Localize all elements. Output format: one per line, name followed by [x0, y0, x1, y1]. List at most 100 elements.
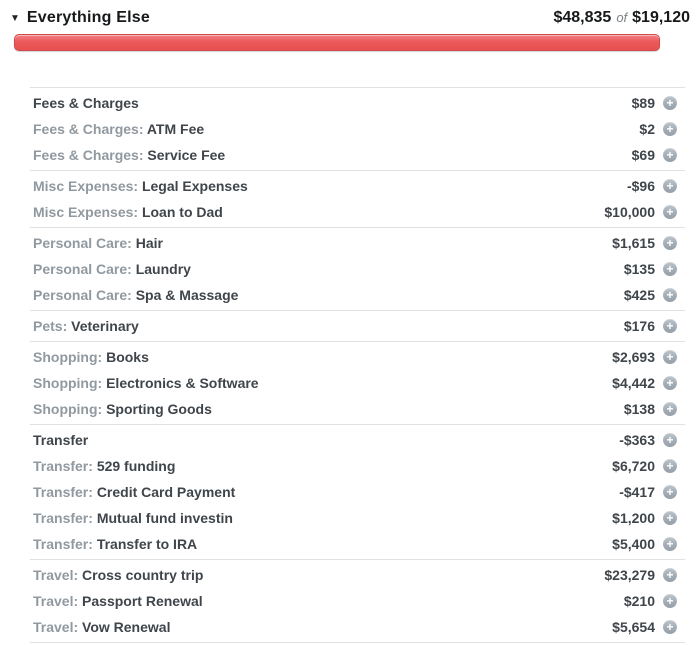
- add-budget-button[interactable]: +: [663, 262, 677, 276]
- budget-progress-track: [14, 34, 660, 51]
- plus-icon: +: [666, 318, 674, 333]
- add-budget-button[interactable]: +: [663, 96, 677, 110]
- budget-row[interactable]: Transfer: 529 funding $6,720 +: [30, 453, 685, 479]
- row-category-prefix: Personal Care:: [33, 235, 132, 251]
- collapse-toggle[interactable]: ▼ Everything Else: [10, 9, 150, 27]
- budget-row[interactable]: Transfer: Mutual fund investin $1,200 +: [30, 505, 685, 531]
- row-amount: $176: [623, 318, 655, 334]
- budget-row[interactable]: Fees & Charges: Service Fee $69 +: [30, 142, 685, 168]
- add-budget-button[interactable]: +: [663, 459, 677, 473]
- budget-row[interactable]: Transfer -$363 +: [30, 427, 685, 453]
- plus-icon: +: [666, 484, 674, 499]
- row-label: Transfer: Credit Card Payment: [30, 484, 619, 500]
- row-category-prefix: Misc Expenses:: [33, 204, 139, 220]
- add-budget-button[interactable]: +: [663, 402, 677, 416]
- budget-row[interactable]: Misc Expenses: Legal Expenses -$96 +: [30, 173, 685, 199]
- add-budget-button[interactable]: +: [663, 433, 677, 447]
- budget-group: Personal Care: Hair $1,615 + Personal Car…: [30, 227, 685, 310]
- plus-icon: +: [666, 147, 674, 162]
- budget-row[interactable]: Shopping: Books $2,693 +: [30, 344, 685, 370]
- plus-icon: +: [666, 567, 674, 582]
- plus-icon: +: [666, 375, 674, 390]
- budget-row[interactable]: Fees & Charges: ATM Fee $2 +: [30, 116, 685, 142]
- row-label: Misc Expenses: Legal Expenses: [30, 178, 627, 194]
- row-category-prefix: Transfer:: [33, 458, 93, 474]
- budget-amount: $19,120: [632, 9, 690, 26]
- row-category-prefix: Personal Care:: [33, 261, 132, 277]
- add-budget-button[interactable]: +: [663, 485, 677, 499]
- row-label: Shopping: Books: [30, 349, 612, 365]
- row-category-name: Credit Card Payment: [96, 484, 236, 500]
- row-category-name: Spa & Massage: [135, 287, 239, 303]
- row-label: Fees & Charges: Service Fee: [30, 147, 632, 163]
- triangle-down-icon: ▼: [10, 13, 20, 24]
- budget-row[interactable]: Travel: Cross country trip $23,279 +: [30, 562, 685, 588]
- row-amount: $5,400: [612, 536, 655, 552]
- row-category-name: Veterinary: [71, 318, 139, 334]
- row-amount: $89: [631, 95, 655, 111]
- budget-group: Misc Expenses: Legal Expenses -$96 + Misc…: [30, 170, 685, 227]
- add-budget-button[interactable]: +: [663, 179, 677, 193]
- plus-icon: +: [666, 619, 674, 634]
- row-label: Personal Care: Laundry: [30, 261, 624, 277]
- row-amount: $2: [639, 121, 655, 137]
- plus-icon: +: [666, 510, 674, 525]
- add-budget-button[interactable]: +: [663, 205, 677, 219]
- row-label: Travel: Cross country trip: [30, 567, 604, 583]
- budget-row[interactable]: Fees & Charges $89 +: [30, 90, 685, 116]
- row-category-name: Electronics & Software: [106, 375, 259, 391]
- row-amount: $23,279: [604, 567, 655, 583]
- row-category-name: Transfer to IRA: [96, 536, 198, 552]
- budget-row[interactable]: Shopping: Sporting Goods $138 +: [30, 396, 685, 422]
- budget-row[interactable]: Personal Care: Hair $1,615 +: [30, 230, 685, 256]
- add-budget-button[interactable]: +: [663, 620, 677, 634]
- budget-row[interactable]: Shopping: Electronics & Software $4,442 +: [30, 370, 685, 396]
- budget-group: Transfer -$363 + Transfer: 529 funding $6…: [30, 424, 685, 559]
- row-amount: $138: [623, 401, 655, 417]
- plus-icon: +: [666, 178, 674, 193]
- row-category-prefix: Travel:: [33, 567, 79, 583]
- add-budget-button[interactable]: +: [663, 148, 677, 162]
- budget-row[interactable]: Personal Care: Laundry $135 +: [30, 256, 685, 282]
- add-budget-button[interactable]: +: [663, 511, 677, 525]
- group-title: Everything Else: [26, 9, 150, 26]
- row-category-name: Transfer: [33, 432, 89, 448]
- add-budget-button[interactable]: +: [663, 568, 677, 582]
- budget-row[interactable]: Travel: Passport Renewal $210 +: [30, 588, 685, 614]
- row-amount: $210: [623, 593, 655, 609]
- row-amount: -$96: [626, 178, 655, 194]
- add-budget-button[interactable]: +: [663, 288, 677, 302]
- budget-row[interactable]: Transfer: Transfer to IRA $5,400 +: [30, 531, 685, 557]
- budget-group-header: ▼ Everything Else $48,835 of $19,120: [0, 0, 700, 27]
- row-category-prefix: Shopping:: [33, 375, 103, 391]
- add-budget-button[interactable]: +: [663, 594, 677, 608]
- row-amount: -$363: [619, 432, 655, 448]
- row-category-name: Passport Renewal: [82, 593, 203, 609]
- plus-icon: +: [666, 121, 674, 136]
- row-category-prefix: Transfer:: [33, 510, 93, 526]
- add-budget-button[interactable]: +: [663, 350, 677, 364]
- plus-icon: +: [666, 536, 674, 551]
- plus-icon: +: [666, 261, 674, 276]
- budget-row[interactable]: Personal Care: Spa & Massage $425 +: [30, 282, 685, 308]
- add-budget-button[interactable]: +: [663, 376, 677, 390]
- budget-row[interactable]: Travel: Vow Renewal $5,654 +: [30, 614, 685, 640]
- budget-row[interactable]: Transfer: Credit Card Payment -$417 +: [30, 479, 685, 505]
- row-category-prefix: Transfer:: [33, 484, 93, 500]
- plus-icon: +: [666, 95, 674, 110]
- row-label: Shopping: Sporting Goods: [30, 401, 624, 417]
- row-category-prefix: Personal Care:: [33, 287, 132, 303]
- budget-row[interactable]: Misc Expenses: Loan to Dad $10,000 +: [30, 199, 685, 225]
- add-budget-button[interactable]: +: [663, 537, 677, 551]
- row-amount: -$417: [619, 484, 655, 500]
- row-label: Pets: Veterinary: [30, 318, 624, 334]
- plus-icon: +: [666, 204, 674, 219]
- row-category-name: Loan to Dad: [141, 204, 223, 220]
- row-category-prefix: Pets:: [33, 318, 68, 334]
- add-budget-button[interactable]: +: [663, 236, 677, 250]
- row-amount: $425: [623, 287, 655, 303]
- add-budget-button[interactable]: +: [663, 319, 677, 333]
- add-budget-button[interactable]: +: [663, 122, 677, 136]
- row-label: Fees & Charges: ATM Fee: [30, 121, 639, 137]
- budget-row[interactable]: Pets: Veterinary $176 +: [30, 313, 685, 339]
